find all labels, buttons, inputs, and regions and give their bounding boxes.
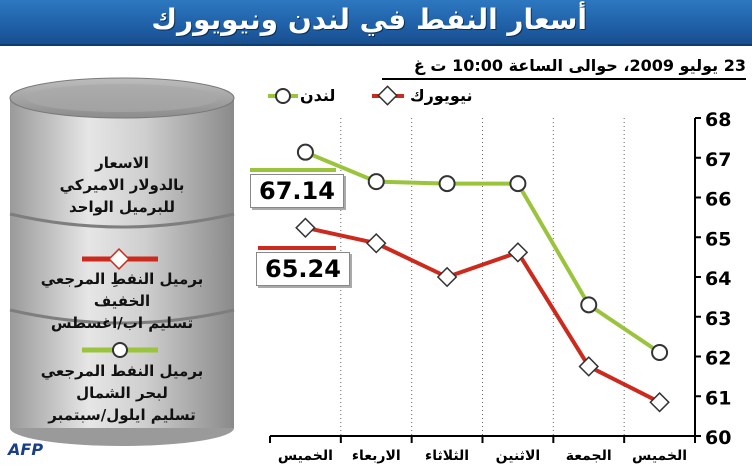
legend-circle-icon [275, 88, 291, 104]
newyork-point [578, 356, 600, 377]
newyork-value-box: 65.24 [256, 252, 350, 286]
newyork-point [507, 242, 529, 263]
x-tick-label: الخميس [632, 448, 687, 464]
x-tick-label: الثلاثاء [425, 448, 469, 464]
x-tick-label: الجمعة [566, 448, 612, 464]
barrel-light-crude-text: برميل النفطِ المرجعي الخفيف تسليم اب/اغس… [40, 270, 204, 332]
barrel-diamond-icon [108, 248, 130, 270]
barrel-circle-icon [112, 342, 128, 358]
page-title: أسعار النفط في لندن ونيويورك [151, 3, 587, 36]
london-value-box: 67.14 [250, 174, 344, 208]
y-tick-label: 62 [705, 348, 731, 370]
legend-newyork-label: نيويورك [410, 86, 473, 105]
y-tick-label: 60 [705, 427, 731, 449]
y-tick-label: 66 [705, 189, 731, 211]
london-point [509, 175, 527, 193]
x-tick-label: الاثنين [496, 448, 541, 464]
barrel-rib-1 [9, 212, 235, 229]
y-tick-label: 61 [705, 387, 731, 409]
newyork-point [295, 217, 316, 238]
title-bar [0, 0, 752, 46]
barrel-units-text: الاسعار بالدولار الاميركي للبرميل الواحد [59, 154, 185, 216]
london-point [651, 344, 669, 362]
x-tick-label: الخميس [278, 448, 333, 464]
y-tick-label: 64 [705, 268, 731, 290]
chart-subtitle: 23 يوليو 2009، حوالى الساعة 10:00 ت غ [413, 56, 746, 75]
series-line-london [304, 150, 661, 355]
y-tick-label: 65 [705, 228, 731, 250]
legend-diamond-icon [377, 85, 398, 106]
y-tick-label: 67 [705, 149, 731, 171]
x-tick-label: الاربعاء [352, 448, 401, 464]
newyork-point [436, 266, 458, 288]
london-point [438, 175, 456, 193]
barrel-north-sea-text: برميل النفط المرجعي لبحر الشمال تسليم اي… [40, 362, 204, 424]
london-point [580, 296, 598, 314]
barrel-rib-2 [9, 308, 235, 325]
afp-logo: AFP [8, 440, 44, 459]
subtitle-rule [382, 78, 746, 80]
london-point [367, 173, 385, 191]
y-tick-label: 63 [705, 308, 731, 330]
newyork-point [649, 391, 670, 413]
newyork-point [365, 232, 387, 254]
london-point [296, 143, 314, 161]
y-tick-label: 68 [705, 109, 731, 131]
series-line-newyork [304, 225, 661, 404]
legend-london-label: لندن [300, 86, 336, 105]
